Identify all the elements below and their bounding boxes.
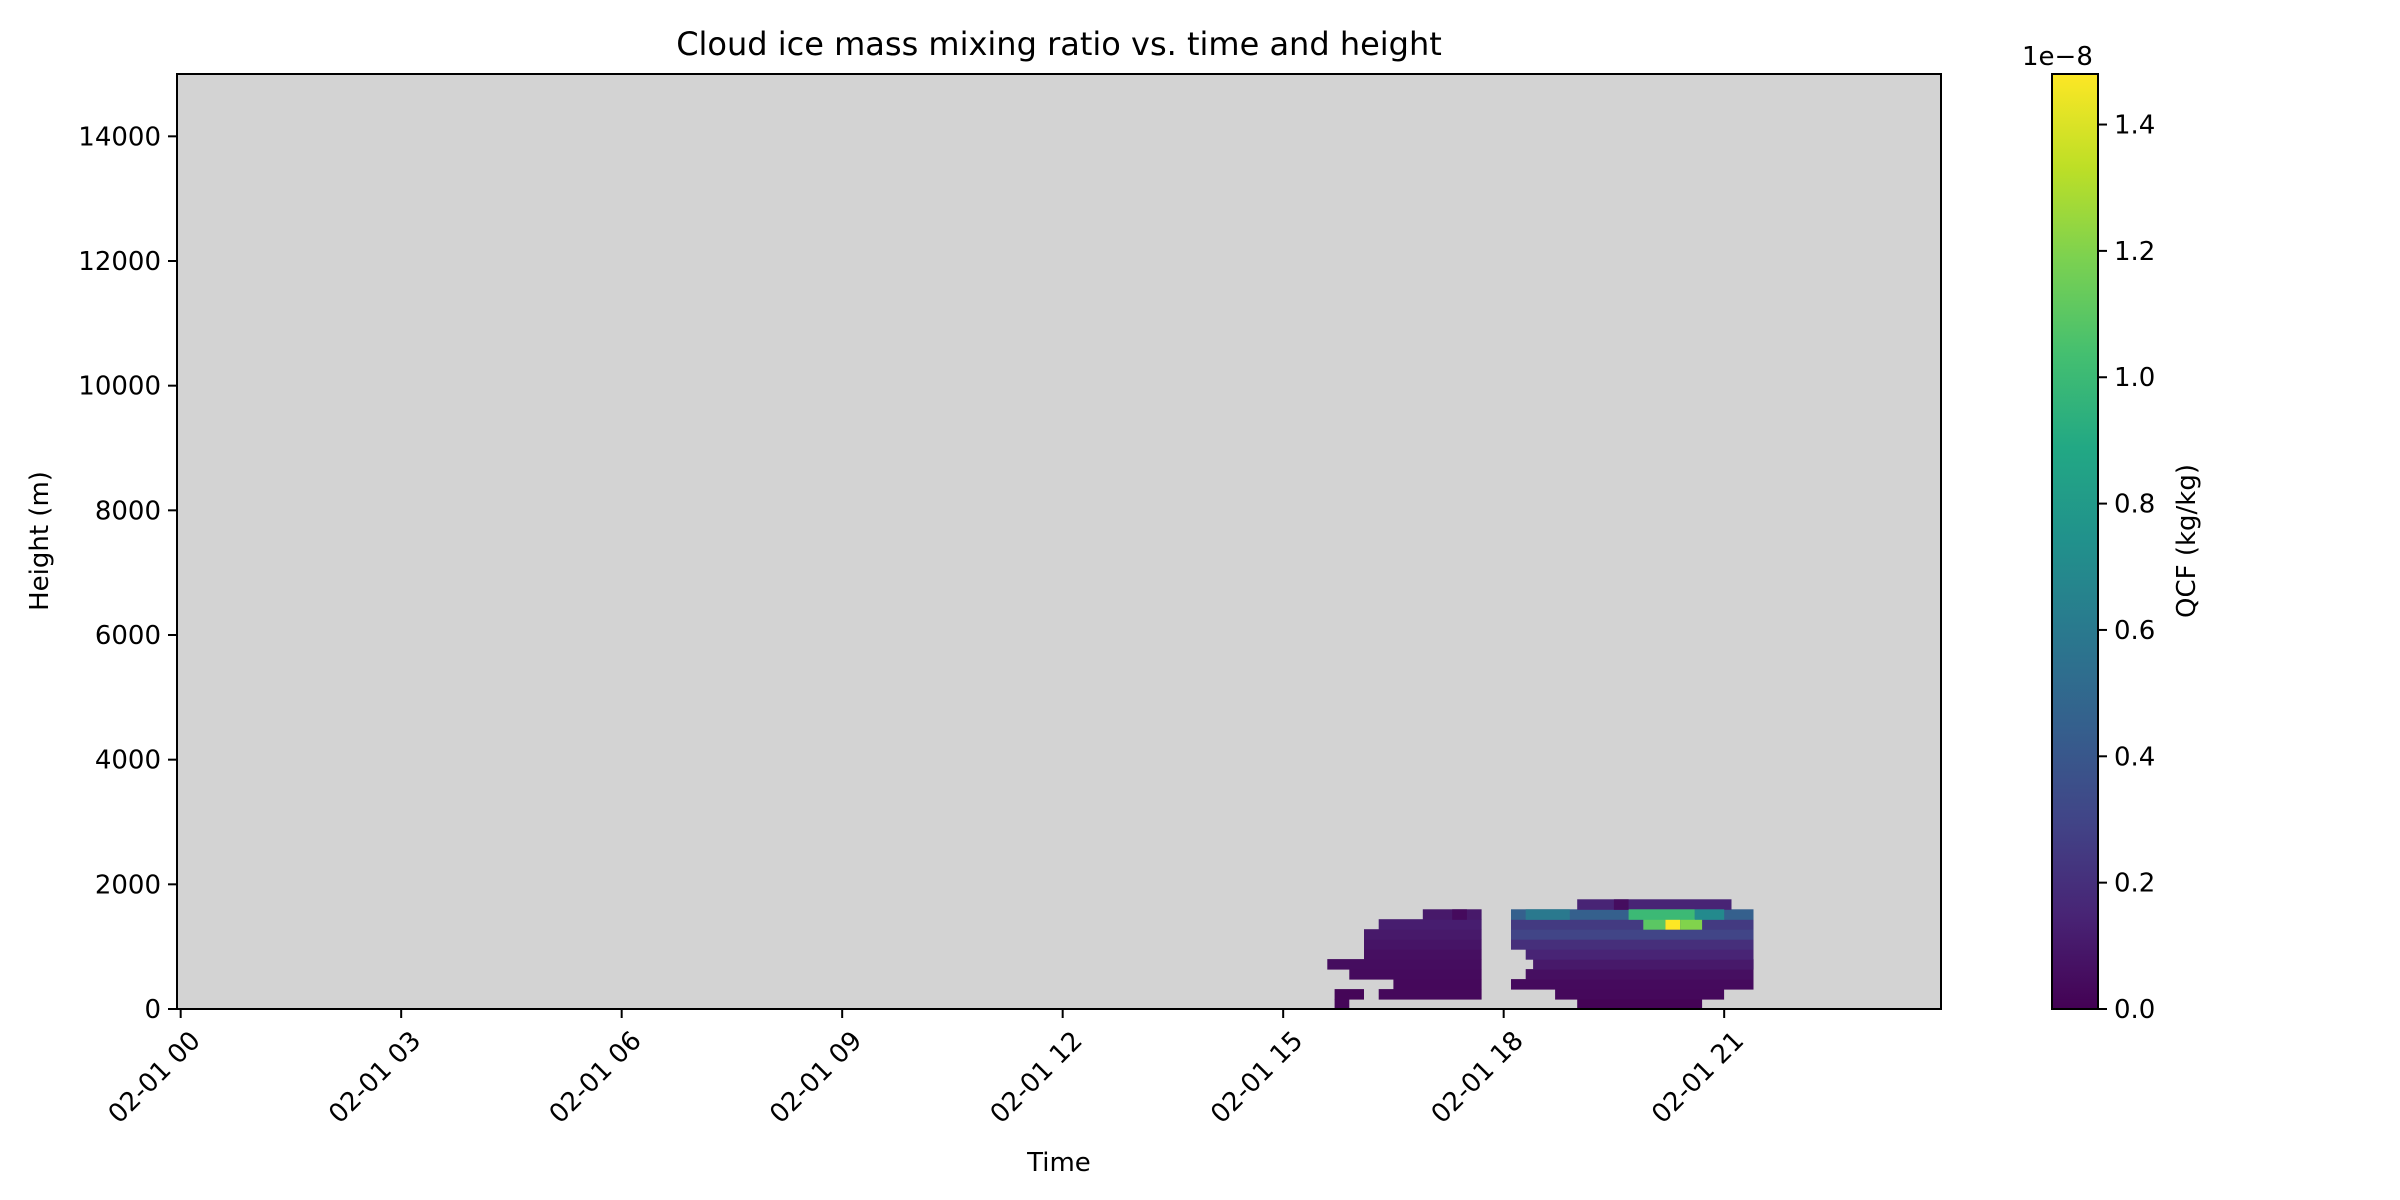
heatmap-cell — [1511, 929, 1754, 940]
x-tick-label: 02-01 18 — [1426, 1026, 1530, 1130]
heatmap-cell — [1364, 949, 1482, 960]
plot-frame — [176, 73, 1942, 1010]
heatmap-cell — [1665, 919, 1681, 930]
y-tick-label: 2000 — [95, 870, 161, 900]
heatmap-cell — [1628, 909, 1695, 920]
colorbar-tick-label: 1.0 — [2114, 363, 2155, 393]
y-axis: 0 2000 4000 6000 8000 10000 12000 14000 — [78, 122, 177, 1025]
heatmap-cell — [1525, 949, 1754, 960]
y-tick-label: 12000 — [78, 247, 161, 277]
x-tick-label: 02-01 12 — [985, 1026, 1089, 1130]
heatmap-cell — [1577, 899, 1732, 910]
colorbar-offset-text: 1e−8 — [2022, 42, 2093, 72]
heatmap-cell — [1452, 909, 1467, 920]
heatmap-cell — [1525, 969, 1754, 980]
colorbar-tick-label: 0.4 — [2114, 742, 2155, 772]
heatmap-cell — [1327, 959, 1482, 970]
heatmap-cell — [1577, 999, 1703, 1010]
chart-title: Cloud ice mass mixing ratio vs. time and… — [676, 25, 1442, 63]
heatmap-cell — [1378, 989, 1482, 1000]
heatmap-cell — [1334, 999, 1350, 1010]
plot-background — [177, 74, 1941, 1009]
colorbar-tick-label: 0.0 — [2114, 995, 2155, 1025]
heatmap-cell — [1555, 989, 1725, 1000]
heatmap-cell — [1511, 979, 1754, 990]
x-tick-label: 02-01 15 — [1205, 1026, 1309, 1130]
colorbar-tick-label: 1.2 — [2114, 237, 2155, 267]
colorbar-tick-label: 0.8 — [2114, 490, 2155, 520]
heatmap-cell — [1349, 969, 1482, 980]
heatmap-cell — [1334, 989, 1364, 1000]
heatmap-cell — [1364, 929, 1482, 940]
heatmap-cell — [1525, 909, 1570, 920]
heatmap-cells — [1327, 899, 1754, 1010]
y-tick-label: 0 — [144, 995, 161, 1025]
y-tick-label: 4000 — [95, 746, 161, 776]
y-tick-label: 14000 — [78, 122, 161, 152]
y-tick-label: 6000 — [95, 621, 161, 651]
heatmap-cell — [1643, 919, 1666, 930]
x-tick-label: 02-01 21 — [1646, 1026, 1750, 1130]
x-axis-label: Time — [1026, 1148, 1091, 1178]
x-tick-label: 02-01 06 — [544, 1026, 648, 1130]
x-tick-label: 02-01 03 — [323, 1026, 427, 1130]
x-tick-label: 02-01 09 — [764, 1026, 868, 1130]
y-axis-label: Height (m) — [25, 471, 55, 611]
colorbar-tick-label: 0.2 — [2114, 869, 2155, 899]
heatmap-cell — [1378, 919, 1482, 930]
heatmap-cell — [1511, 919, 1754, 930]
colorbar-label: QCF (kg/kg) — [2172, 464, 2202, 618]
y-tick-label: 8000 — [95, 496, 161, 526]
colorbar-tick-label: 0.6 — [2114, 616, 2155, 646]
x-axis: 02-01 00 02-01 03 02-01 06 02-01 09 02-01 12… — [103, 1009, 1750, 1130]
heatmap-cell — [1364, 939, 1482, 950]
heatmap-cell — [1694, 909, 1725, 920]
colorbar-tick-label: 1.4 — [2114, 111, 2155, 141]
heatmap-cell — [1393, 979, 1482, 990]
heatmap-cell — [1680, 919, 1703, 930]
colorbar — [2051, 73, 2099, 1010]
heatmap-cell — [1533, 959, 1754, 970]
heatmap-cell — [1613, 899, 1629, 910]
y-tick-label: 10000 — [78, 372, 161, 402]
x-tick-label: 02-01 00 — [103, 1026, 207, 1130]
heatmap-cell — [1511, 939, 1754, 950]
colorbar-ticks: 0.0 0.2 0.4 0.6 0.8 1.0 1.2 1.4 — [2098, 111, 2155, 1025]
